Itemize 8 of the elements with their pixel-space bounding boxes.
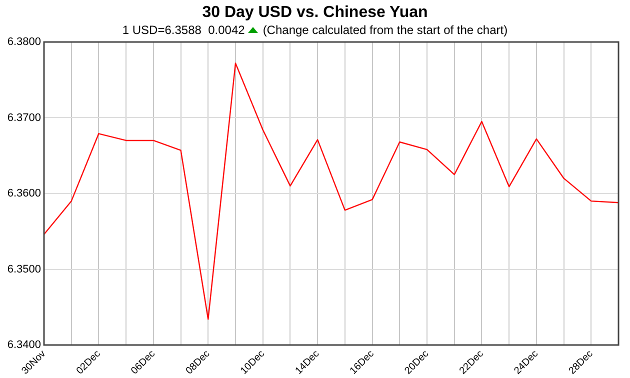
y-tick-label: 6.3800: [7, 36, 41, 48]
chart-title: 30 Day USD vs. Chinese Yuan: [201, 4, 429, 22]
text: (Change calculated from the start of the chart): [262, 23, 508, 37]
y-tick-label: 6.3600: [7, 188, 41, 200]
y-tick-label: 6.3500: [7, 263, 41, 276]
y-tick-label: 6.3400: [7, 339, 41, 352]
y-tick-label: 6.3700: [7, 112, 41, 124]
chart-subtitle: 1 USD=6.3588 0.0042: [122, 23, 245, 37]
